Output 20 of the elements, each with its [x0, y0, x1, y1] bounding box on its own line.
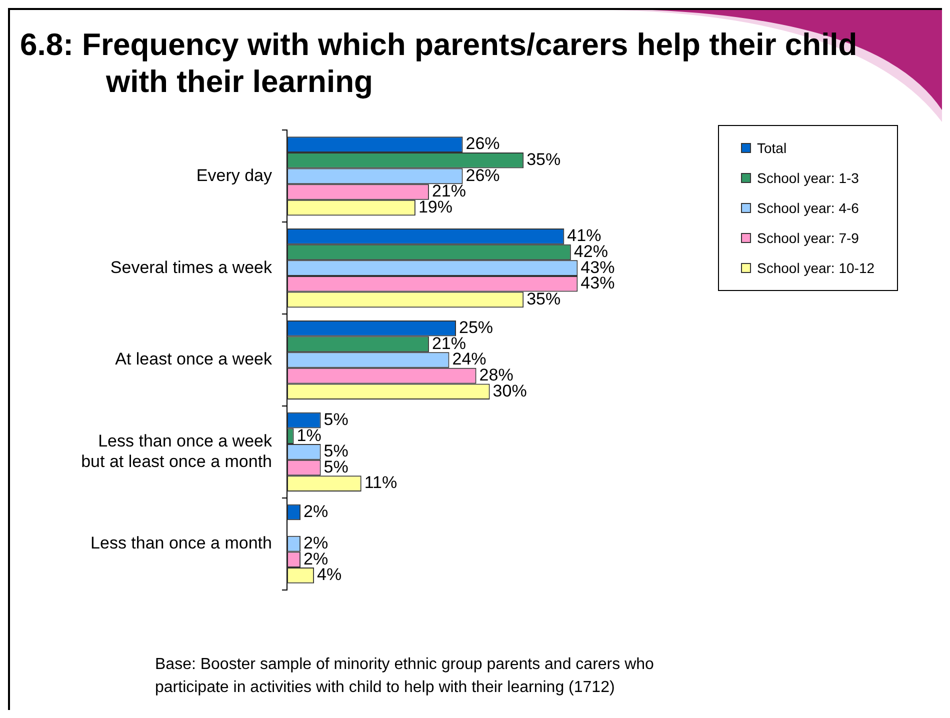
y-tick-label: Less than once a month: [90, 534, 272, 553]
data-label: 35%: [526, 150, 561, 170]
data-label: 2%: [304, 502, 328, 521]
y-tick-label: Several times a week: [110, 258, 272, 277]
y-tick-label: Every day: [196, 166, 272, 185]
legend-label: School year: 1-3: [757, 169, 859, 187]
legend-label: Total: [757, 139, 787, 157]
y-tick-label: At least once a week: [115, 350, 272, 369]
data-label: 11%: [364, 473, 398, 492]
text: Base: Booster sample of minority ethnic group parents and carers who participate in activities with child to help with their learning (1712): [155, 655, 655, 698]
data-label: 26%: [466, 134, 500, 154]
data-label: 1%: [296, 426, 322, 445]
legend-label: School year: 4-6: [757, 199, 859, 217]
legend-label: School year: 10-12: [757, 259, 875, 277]
chart-title: 6.8: Frequency with which parents/carers help their child with their learning: [20, 26, 858, 100]
data-label: 35%: [526, 289, 561, 308]
data-label: 26%: [466, 166, 500, 185]
legend-label: School year: 7-9: [757, 229, 859, 247]
data-label: 5%: [324, 410, 348, 429]
y-tick-label: Less than once a week but at least once a month: [81, 431, 272, 471]
